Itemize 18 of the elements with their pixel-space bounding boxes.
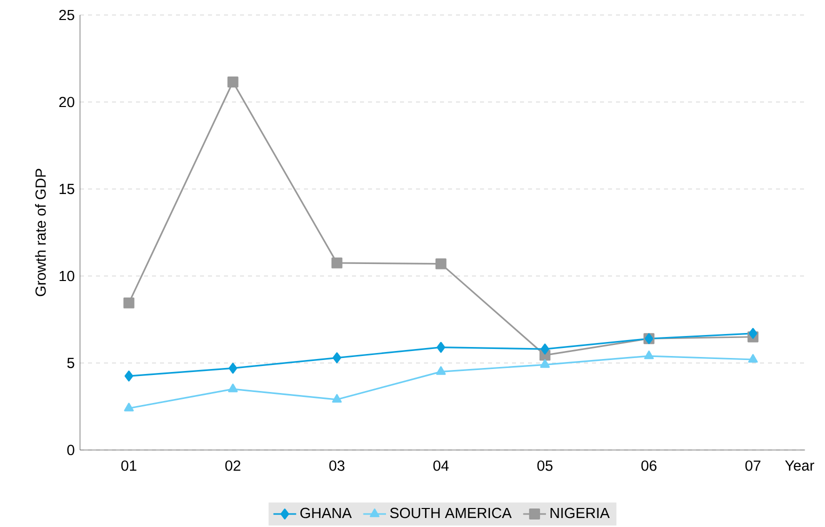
x-tick-label: 05	[537, 460, 552, 471]
y-tick-label: 15	[60, 184, 74, 194]
y-tick-label: 25	[59, 10, 74, 20]
x-tick-label: 07	[745, 460, 760, 471]
y-tick-label: 0	[67, 444, 74, 456]
legend-label: SOUTH AMERICA	[390, 508, 512, 518]
x-axis-title: Year	[785, 460, 814, 471]
y-axis-title: Growth rate of GDP	[35, 168, 46, 296]
x-tick-label: 01	[121, 460, 136, 471]
x-tick-label: 02	[225, 460, 240, 471]
y-tick-label: 10	[60, 270, 74, 282]
x-tick-label: 03	[329, 460, 344, 471]
legend-label: NIGERIA	[550, 508, 610, 518]
x-tick-label: 04	[433, 460, 449, 471]
y-tick-label: 5	[67, 358, 74, 368]
legend-label: GHANA	[300, 508, 352, 518]
x-tick-label: 06	[641, 460, 656, 471]
y-tick-label: 20	[59, 96, 74, 108]
